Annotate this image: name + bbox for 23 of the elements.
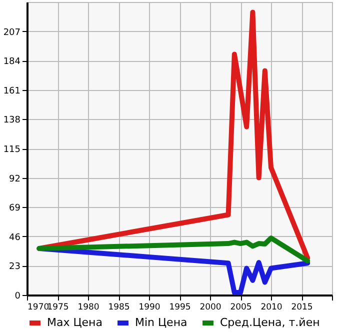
x-tick-label: 2015 [291, 302, 313, 312]
x-tick-label: 2000 [200, 302, 222, 312]
x-tick-label: 1985 [108, 302, 130, 312]
y-tick-label: 207 [3, 28, 20, 38]
y-tick-label: 138 [3, 116, 21, 126]
y-tick-label: 69 [9, 204, 21, 214]
x-tick-label: 2005 [230, 302, 252, 312]
y-tick-label: 0 [14, 292, 21, 302]
x-tick-label: 1980 [78, 302, 100, 312]
x-tick-label: 2010 [260, 302, 282, 312]
y-tick-label: 115 [3, 145, 20, 155]
x-tick-label: 1990 [138, 302, 160, 312]
legend-label: Сред.Цена, т.йен [220, 316, 320, 329]
y-tick-label: 184 [3, 57, 21, 68]
y-tick-label: 161 [3, 86, 20, 96]
legend-label: Max Цена [47, 316, 102, 329]
y-tick-label: 46 [9, 232, 21, 243]
x-tick-label: 1970 [28, 302, 50, 312]
legend-label: Min Цена [135, 316, 188, 329]
x-tick-label: 1975 [47, 302, 69, 312]
x-tick-label: 1995 [169, 302, 191, 312]
y-tick-label: 23 [9, 262, 20, 272]
y-tick-label: 92 [9, 174, 20, 184]
